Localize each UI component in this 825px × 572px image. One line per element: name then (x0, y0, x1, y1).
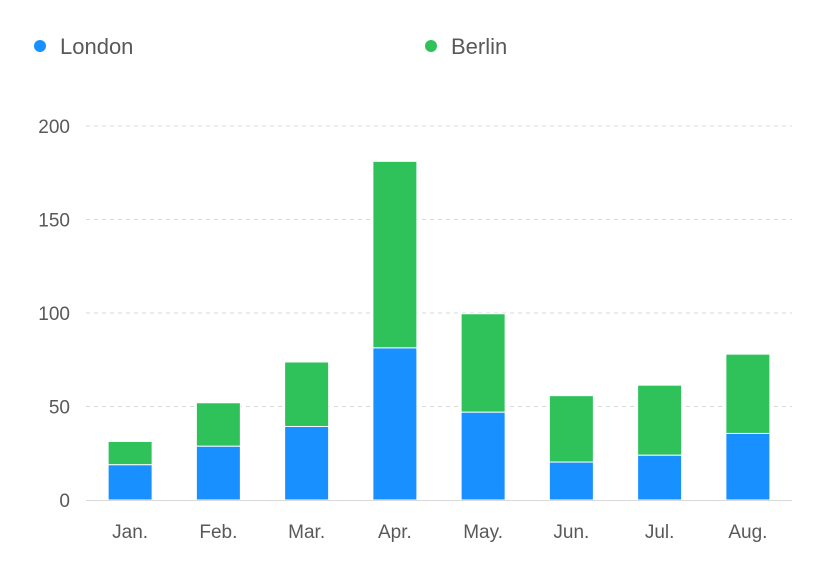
legend-label-london: London (60, 34, 133, 59)
bar-berlin-may[interactable] (460, 313, 506, 413)
y-tick-label: 200 (38, 117, 70, 138)
legend-marker-berlin (425, 40, 437, 52)
bar-london-jan[interactable] (107, 464, 153, 501)
x-tick-label: Jul. (645, 522, 675, 543)
bar-berlin-aug[interactable] (725, 353, 771, 434)
y-tick-label: 100 (38, 304, 70, 325)
bar-london-aug[interactable] (725, 432, 771, 501)
legend-marker-london (34, 40, 46, 52)
y-axis: 0 50 100 150 200 (38, 117, 70, 512)
grid-lines (86, 125, 792, 407)
x-tick-label: Aug. (728, 522, 767, 543)
x-tick-label: May. (463, 522, 503, 543)
bar-london-feb[interactable] (195, 445, 241, 501)
legend-item-london[interactable]: London (34, 34, 133, 59)
x-tick-label: Apr. (378, 522, 412, 543)
bar-berlin-jun[interactable] (548, 395, 594, 463)
bar-berlin-mar[interactable] (284, 361, 330, 428)
bar-london-jun[interactable] (548, 461, 594, 501)
x-tick-label: Jan. (112, 522, 148, 543)
bar-london-mar[interactable] (284, 426, 330, 501)
bar-berlin-jul[interactable] (637, 384, 683, 456)
bar-berlin-jan[interactable] (107, 440, 153, 466)
legend-item-berlin[interactable]: Berlin (425, 34, 507, 59)
bar-london-may[interactable] (460, 411, 506, 501)
bar-berlin-apr[interactable] (372, 160, 418, 349)
bar-london-apr[interactable] (372, 347, 418, 501)
y-tick-label: 150 (38, 211, 70, 232)
x-axis: Jan. Feb. Mar. Apr. May. Jun. Jul. Aug. (112, 522, 767, 543)
x-tick-label: Feb. (199, 522, 237, 543)
x-tick-label: Jun. (553, 522, 589, 543)
y-tick-label: 50 (49, 398, 70, 419)
bar-berlin-feb[interactable] (195, 402, 241, 447)
bar-london-jul[interactable] (637, 454, 683, 501)
x-tick-label: Mar. (288, 522, 325, 543)
y-tick-label: 0 (59, 491, 70, 512)
legend: London Berlin (34, 34, 507, 59)
bars (107, 160, 771, 501)
legend-label-berlin: Berlin (451, 34, 507, 59)
